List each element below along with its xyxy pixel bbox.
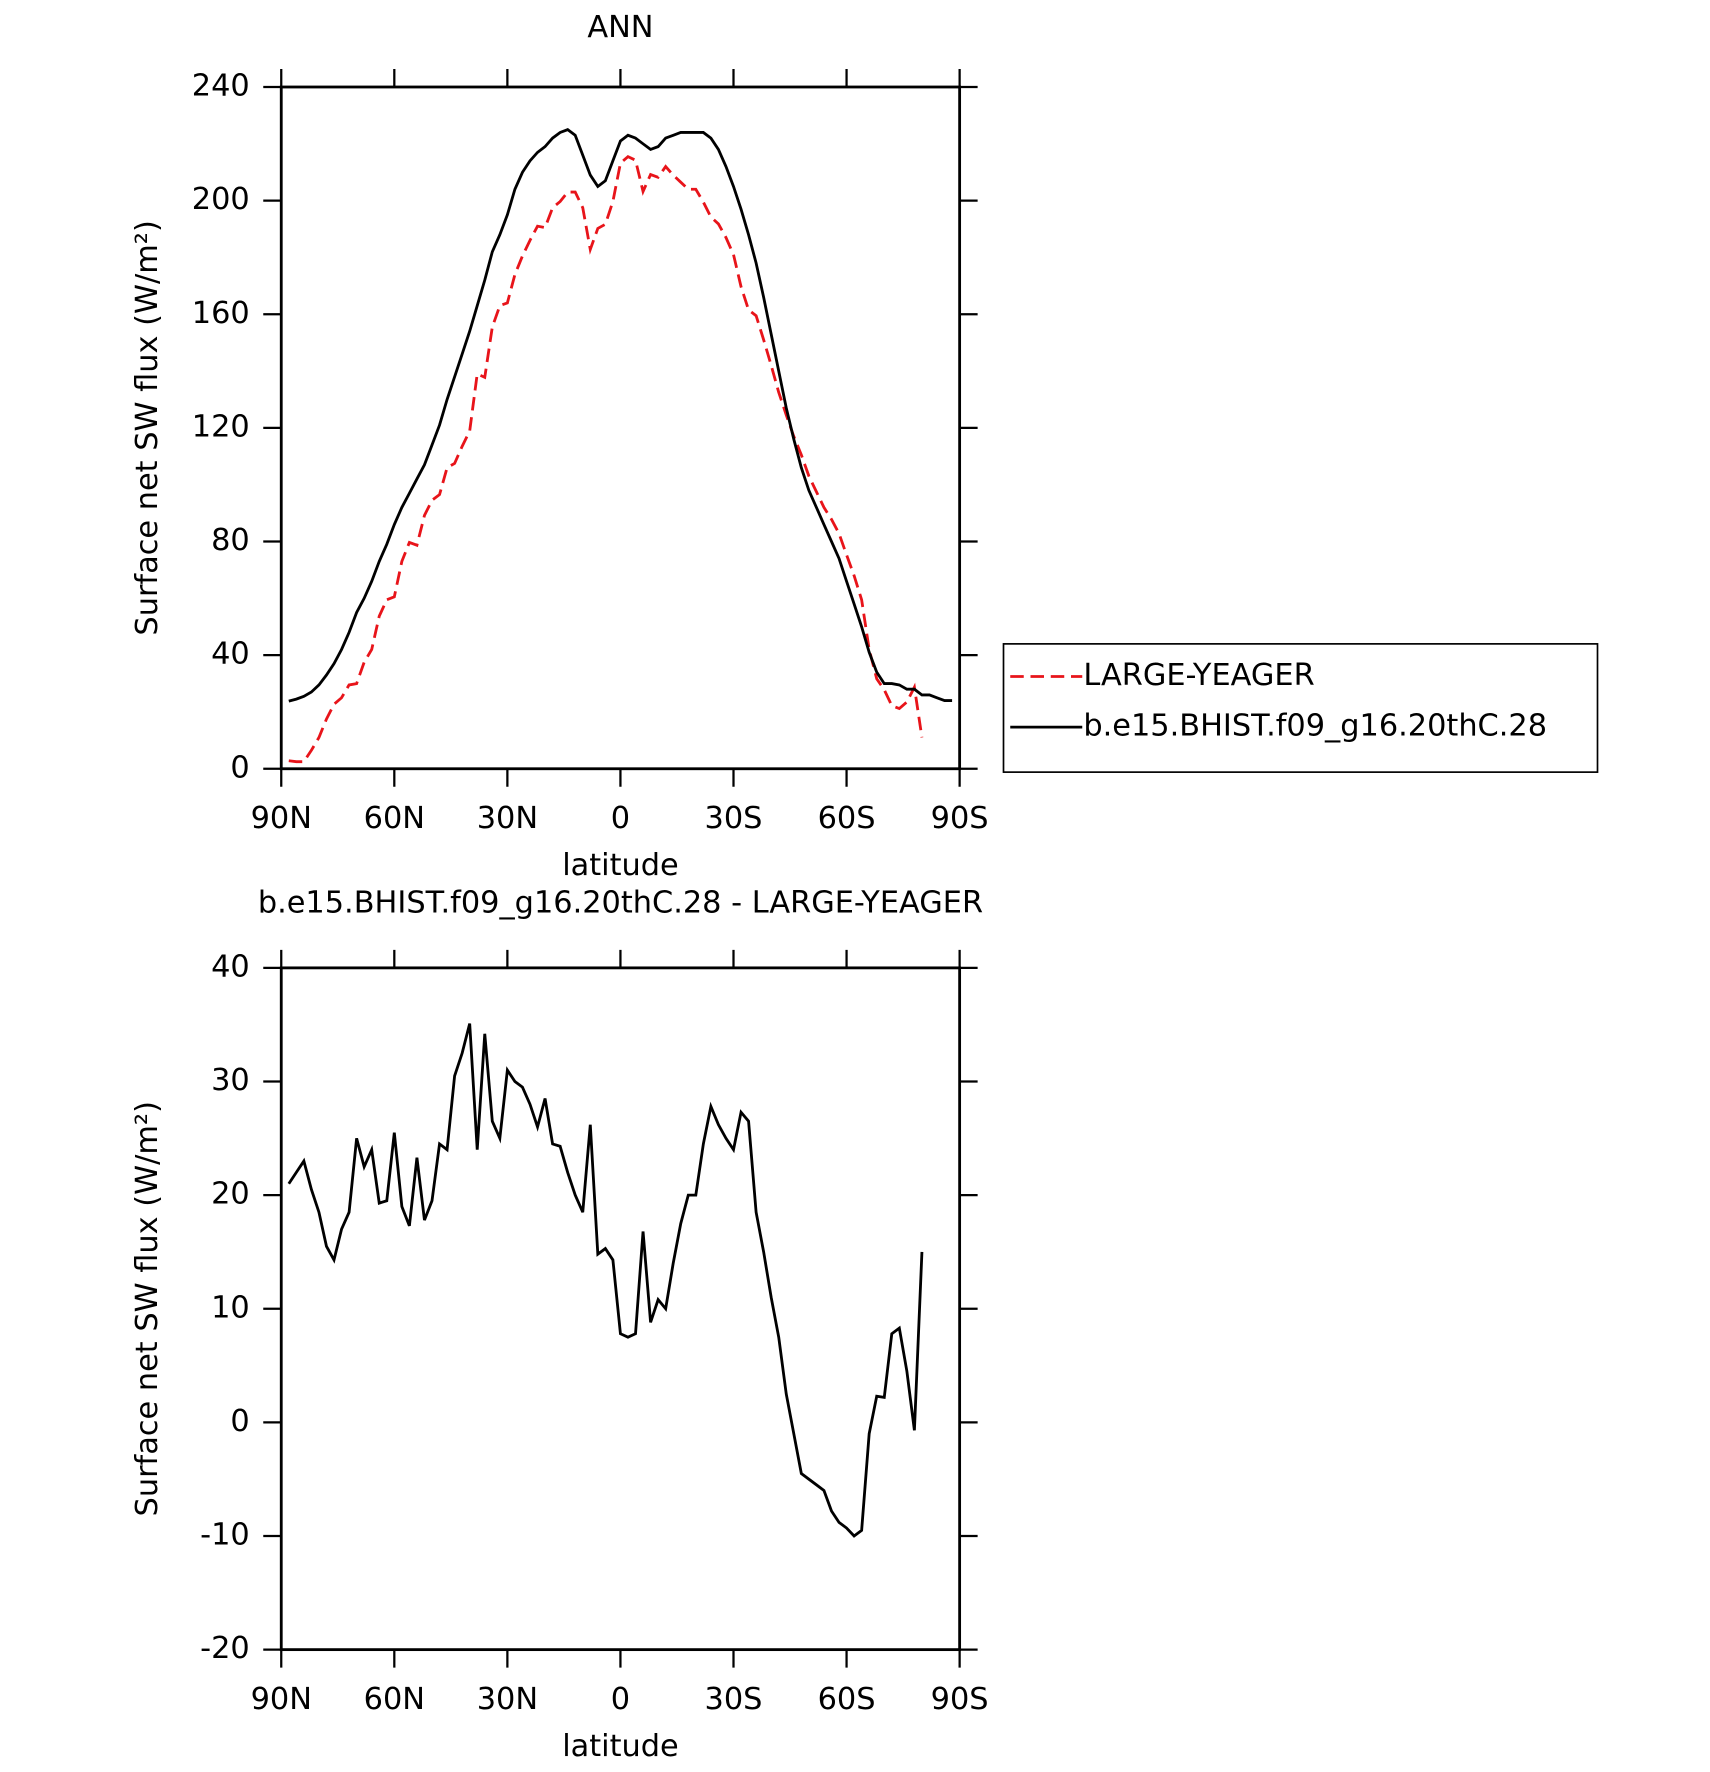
y-tick-label: 120 [192, 409, 250, 444]
legend-box [1002, 643, 1599, 773]
y-tick-label: 30 [211, 1063, 250, 1098]
x-tick-label: 30N [477, 1682, 538, 1717]
chart-title: b.e15.BHIST.f09_g16.20thC.28 - LARGE-YEA… [258, 885, 983, 920]
data-line [288, 154, 924, 764]
y-tick-label: 0 [230, 1404, 249, 1439]
legend: LARGE-YEAGER b.e15.BHIST.f09_g16.20thC.28 [1002, 643, 1599, 773]
y-tick-label: -10 [200, 1518, 250, 1553]
x-tick-label: 30S [705, 801, 763, 836]
chart-title: ANN [587, 10, 653, 45]
y-tick-label: 240 [192, 69, 250, 104]
y-tick-label: -20 [200, 1631, 250, 1666]
y-tick-label: 0 [230, 750, 249, 785]
x-axis-label: latitude [562, 1729, 678, 1764]
legend-label: LARGE-YEAGER [1083, 658, 1314, 693]
x-tick-label: 90S [931, 801, 989, 836]
data-line [288, 128, 953, 703]
x-tick-label: 0 [611, 801, 630, 836]
x-tick-label: 60S [818, 801, 876, 836]
y-tick-label: 200 [192, 182, 250, 217]
x-tick-label: 60N [364, 801, 425, 836]
y-axis-label: Surface net SW flux (W/m²) [130, 220, 165, 635]
x-tick-label: 60S [818, 1682, 876, 1717]
x-tick-label: 0 [611, 1682, 630, 1717]
plot-frame [279, 966, 962, 1652]
x-tick-label: 30N [477, 801, 538, 836]
data-line [287, 1023, 924, 1538]
y-tick-label: 80 [211, 523, 250, 558]
y-tick-label: 40 [211, 637, 250, 672]
y-axis-label: Surface net SW flux (W/m²) [130, 1101, 165, 1516]
plot-frame [279, 85, 962, 771]
x-tick-label: 90N [251, 1682, 312, 1717]
x-tick-label: 90N [251, 801, 312, 836]
x-tick-label: 60N [364, 1682, 425, 1717]
y-tick-label: 20 [211, 1177, 250, 1212]
y-tick-label: 40 [211, 949, 250, 984]
x-tick-label: 30S [705, 1682, 763, 1717]
x-tick-label: 90S [931, 1682, 989, 1717]
y-tick-label: 160 [192, 296, 250, 331]
x-axis-label: latitude [562, 848, 678, 883]
legend-label: b.e15.BHIST.f09_g16.20thC.28 [1083, 709, 1547, 744]
y-tick-label: 10 [211, 1290, 250, 1325]
